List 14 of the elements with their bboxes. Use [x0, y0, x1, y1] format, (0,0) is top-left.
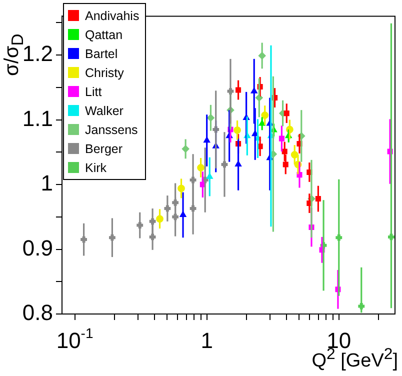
x-tick-label: 1: [200, 328, 213, 353]
legend-label: Berger: [84, 140, 124, 158]
legend-label: Christy: [84, 64, 125, 82]
legend-label: Walker: [84, 102, 124, 120]
legend-label: Bartel: [84, 46, 119, 62]
legend-label: Janssens: [84, 122, 139, 138]
legend-label: Qattan: [84, 26, 124, 44]
legend-label: Kirk: [84, 160, 108, 176]
y-tick-label: 0.9: [22, 235, 53, 260]
y-tick-label: 0.8: [22, 300, 53, 326]
legend-label: Andivahis: [84, 8, 140, 24]
y-tick-label: 1: [40, 170, 53, 196]
y-tick-label: 1.1: [22, 106, 53, 131]
legend-label: Litt: [84, 84, 103, 100]
